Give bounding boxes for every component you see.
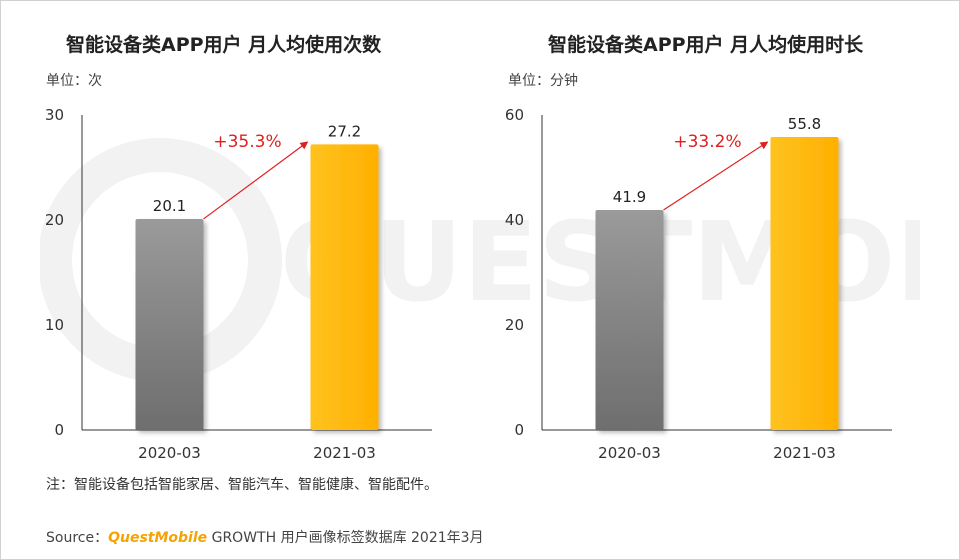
x-tick-label: 2021-03 (773, 444, 836, 462)
y-tick-label: 0 (514, 421, 524, 439)
bar-value-label: 55.8 (788, 115, 821, 133)
growth-arrow (663, 141, 769, 211)
chart-1-usage-count: 0 10 20 30 20.1 2020-03 27.2 2021-03 +35.3% (45, 106, 432, 462)
source-brand: QuestMobile (108, 530, 208, 546)
bar-2020-03 (135, 218, 204, 430)
bar-2020-03 (595, 210, 664, 430)
source-prefix: Source： (46, 530, 109, 546)
chart-2-title: 智能设备类APP用户 月人均使用时长 (548, 34, 864, 56)
y-tick-label: 60 (505, 106, 524, 124)
chart-1-title: 智能设备类APP用户 月人均使用次数 (66, 34, 382, 56)
x-tick-label: 2021-03 (313, 444, 376, 462)
bar-value-label: 27.2 (328, 122, 361, 140)
source-line: Source：QuestMobile GROWTH 用户画像标签数据库 2021… (46, 527, 484, 547)
growth-arrow (203, 141, 309, 220)
footnote: 注：智能设备包括智能家居、智能汽车、智能健康、智能配件。 (46, 477, 438, 493)
chart-2-usage-duration: 0 20 40 60 41.9 2020-03 55.8 2021-03 +33.2% (505, 106, 892, 462)
y-tick-label: 20 (45, 211, 64, 229)
bar-2021-03 (770, 137, 839, 431)
bar-value-label: 41.9 (613, 188, 646, 206)
x-tick-label: 2020-03 (138, 444, 201, 462)
y-tick-label: 10 (45, 316, 64, 334)
chart-2-unit: 单位：分钟 (508, 73, 578, 89)
y-tick-label: 30 (45, 106, 64, 124)
y-tick-label: 0 (54, 421, 64, 439)
x-tick-label: 2020-03 (598, 444, 661, 462)
y-tick-label: 40 (505, 211, 524, 229)
source-suffix: GROWTH 用户画像标签数据库 2021年3月 (211, 530, 484, 546)
growth-label: +33.2% (673, 132, 741, 152)
y-tick-label: 20 (505, 316, 524, 334)
bar-2021-03 (310, 144, 379, 430)
chart-1-unit: 单位：次 (46, 73, 102, 89)
growth-label: +35.3% (213, 132, 281, 152)
bar-value-label: 20.1 (153, 197, 186, 215)
